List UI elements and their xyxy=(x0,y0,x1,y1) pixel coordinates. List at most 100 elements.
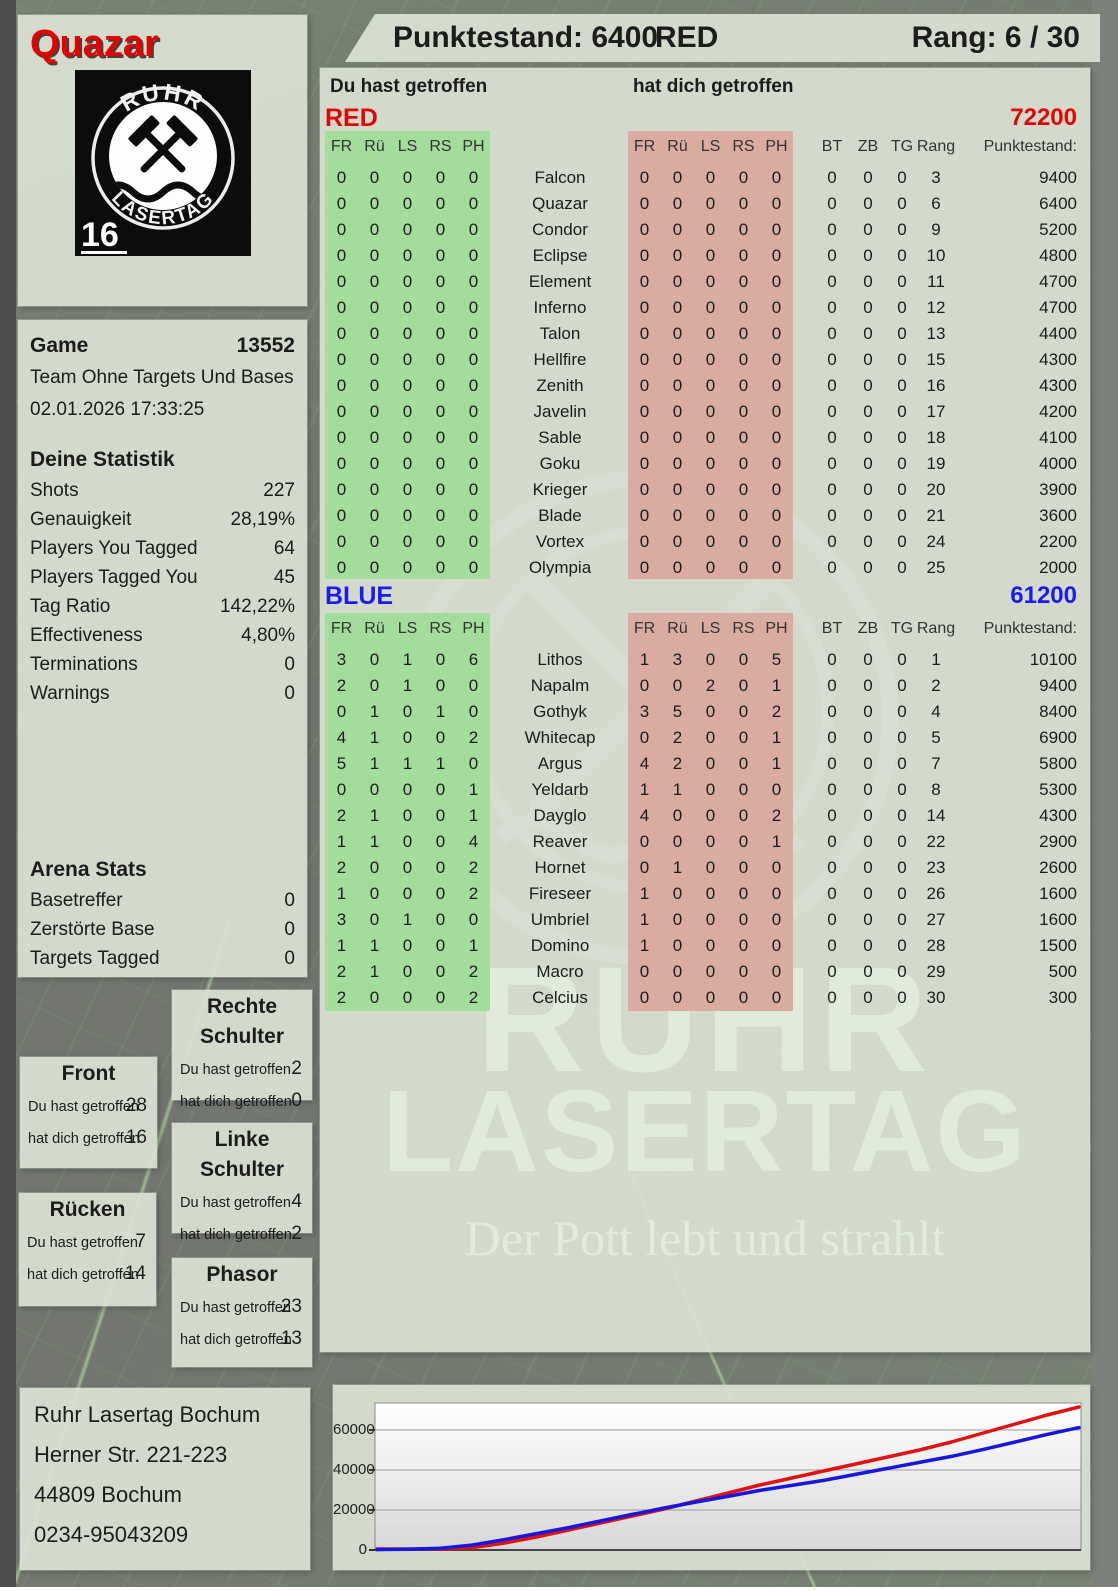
hit-you-label: hat dich getroffen xyxy=(28,1131,140,1147)
header-rang: Rang: 6 / 30 xyxy=(911,21,1080,54)
hit-you-cell: 0 xyxy=(639,454,650,473)
rang-cell: 1 xyxy=(931,650,941,669)
you-hit-cell: 0 xyxy=(369,298,380,317)
hit-you-cell: 0 xyxy=(705,988,716,1007)
you-hit-cell: 1 xyxy=(369,832,380,851)
red-table-row: 0 0 0 0 0 Element 0 0 0 0 0 0 0 0 11 4700 xyxy=(320,269,1090,295)
punkte-cell: 5300 xyxy=(1039,780,1077,799)
you-hit-cell: 0 xyxy=(369,910,380,929)
hit-you-cell: 5 xyxy=(771,650,782,669)
header-bar: Punktestand: 6400 RED Rang: 6 / 30 xyxy=(345,14,1100,62)
you-hit-cell: 4 xyxy=(336,728,347,747)
hit-you-cell: 1 xyxy=(771,832,782,851)
stats-panel: Game 13552 Team Ohne Targets Und Bases 0… xyxy=(18,320,307,977)
col-header: Rang xyxy=(916,620,956,637)
punkte-cell: 6400 xyxy=(1039,194,1077,213)
col-header: RS xyxy=(429,138,452,155)
bt-cell: 0 xyxy=(827,910,837,929)
you-hit-cell: 0 xyxy=(402,324,413,343)
zb-cell: 0 xyxy=(863,728,873,747)
player-name-cell: Yeldarb xyxy=(531,780,589,799)
hit-you-cell: 0 xyxy=(639,532,650,551)
stat-row: Terminations 0 xyxy=(30,650,295,679)
address-line: Herner Str. 221-223 xyxy=(34,1442,228,1467)
player-panel: Quazar RUHR LASERT xyxy=(18,15,307,306)
player-name-cell: Vortex xyxy=(535,532,585,551)
hit-you-cell: 0 xyxy=(771,246,782,265)
bt-cell: 0 xyxy=(827,480,837,499)
you-hit-cell: 0 xyxy=(402,702,413,721)
hit-you-cell: 0 xyxy=(639,194,650,213)
you-hit-cell: 1 xyxy=(369,936,380,955)
hit-you-cell: 0 xyxy=(771,454,782,473)
hit-you-cell: 0 xyxy=(705,272,716,291)
hit-you-cell: 0 xyxy=(738,728,749,747)
you-hit-cell: 0 xyxy=(435,962,446,981)
tg-cell: 0 xyxy=(897,650,907,669)
hit-you-cell: 0 xyxy=(771,480,782,499)
blue-table-row: 2 0 0 0 2 Hornet 0 1 0 0 0 0 0 0 23 2600 xyxy=(320,855,1090,881)
hit-you-cell: 0 xyxy=(738,376,749,395)
bt-cell: 0 xyxy=(827,962,837,981)
col-header: ZB xyxy=(857,138,879,155)
hit-you-cell: 2 xyxy=(672,754,683,773)
you-hit-cell: 0 xyxy=(369,428,380,447)
tg-cell: 0 xyxy=(897,428,907,447)
you-hit-cell: 0 xyxy=(369,558,380,577)
bodypart-title: Linke Schulter xyxy=(199,1128,285,1181)
bt-cell: 0 xyxy=(827,558,837,577)
y-axis-tick-label: 20000 xyxy=(333,1501,375,1518)
blue-table-row: 2 0 1 0 0 Napalm 0 0 2 0 1 0 0 0 2 9400 xyxy=(320,673,1090,699)
stat-row: Players Tagged You 45 xyxy=(30,563,295,592)
stat-row-value: 0 xyxy=(284,683,295,704)
hit-you-cell: 0 xyxy=(639,298,650,317)
table-you-hit-label: Du hast getroffen xyxy=(330,76,488,97)
rang-cell: 30 xyxy=(926,988,946,1007)
stat-row-label: Effectiveness xyxy=(30,625,143,646)
zb-cell: 0 xyxy=(863,428,873,447)
arena-stat-row-value: 0 xyxy=(284,919,295,940)
hit-you-cell: 1 xyxy=(771,676,782,695)
you-hit-cell: 0 xyxy=(369,194,380,213)
you-hit-cell: 0 xyxy=(468,910,479,929)
red-table-row: 0 0 0 0 0 Quazar 0 0 0 0 0 0 0 0 6 6400 xyxy=(320,191,1090,217)
red-table-row: 0 0 0 0 0 Javelin 0 0 0 0 0 0 0 0 17 4200 xyxy=(320,399,1090,425)
hit-you-cell: 0 xyxy=(738,884,749,903)
you-hit-cell: 1 xyxy=(468,780,479,799)
you-hit-label: Du hast getroffen xyxy=(180,1062,291,1078)
zb-cell: 0 xyxy=(863,884,873,903)
hit-you-cell: 0 xyxy=(738,558,749,577)
hit-you-cell: 0 xyxy=(738,272,749,291)
punkte-cell: 500 xyxy=(1048,962,1077,981)
tg-cell: 0 xyxy=(897,728,907,747)
hit-you-cell: 0 xyxy=(672,246,683,265)
tg-cell: 0 xyxy=(897,558,907,577)
zb-cell: 0 xyxy=(863,454,873,473)
rang-cell: 12 xyxy=(926,298,946,317)
rang-cell: 10 xyxy=(926,246,946,265)
you-hit-cell: 0 xyxy=(402,428,413,447)
player-name-cell: Talon xyxy=(539,324,581,343)
you-hit-cell: 0 xyxy=(336,376,347,395)
hit-you-cell: 0 xyxy=(738,506,749,525)
col-header: BT xyxy=(821,138,843,155)
punkte-cell: 2600 xyxy=(1039,858,1077,877)
you-hit-cell: 0 xyxy=(402,506,413,525)
you-hit-cell: 2 xyxy=(468,962,479,981)
hit-you-cell: 0 xyxy=(705,428,716,447)
you-hit-cell: 1 xyxy=(336,936,347,955)
hit-you-cell: 0 xyxy=(672,376,683,395)
you-hit-cell: 0 xyxy=(402,988,413,1007)
hit-you-cell: 0 xyxy=(771,558,782,577)
player-name-cell: Celcius xyxy=(532,988,588,1007)
zb-cell: 0 xyxy=(863,324,873,343)
you-hit-cell: 0 xyxy=(402,298,413,317)
you-hit-cell: 0 xyxy=(402,376,413,395)
you-hit-cell: 0 xyxy=(369,858,380,877)
address-line: Ruhr Lasertag Bochum xyxy=(34,1402,261,1427)
header-team: RED xyxy=(655,21,719,54)
watermark-lasertag: LASERTAG xyxy=(382,1066,1028,1196)
club-logo: RUHR LASERTAG 16 xyxy=(75,70,251,256)
hit-you-cell: 0 xyxy=(738,428,749,447)
